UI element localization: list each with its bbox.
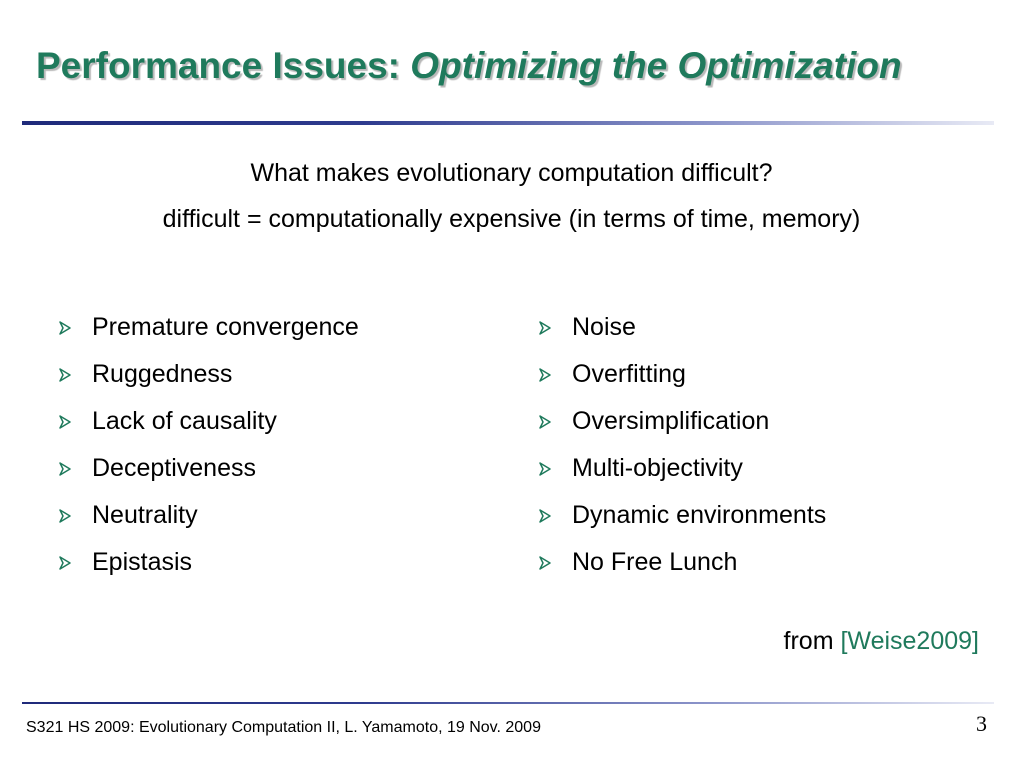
bullet-text: Ruggedness <box>92 360 233 388</box>
bullet-text: Lack of causality <box>92 407 277 435</box>
footer-divider <box>22 702 994 704</box>
bullet-text: Noise <box>572 313 636 341</box>
bullet-item: No Free Lunch <box>538 539 826 586</box>
bullet-text: Oversimplification <box>572 407 770 435</box>
bullet-item: Deceptiveness <box>58 445 359 492</box>
arrowhead-bullet-icon <box>58 555 80 570</box>
citation-reference-link[interactable]: [Weise2009] <box>840 627 979 655</box>
bullet-text: Overfitting <box>572 360 686 388</box>
bullet-text: Neutrality <box>92 501 198 529</box>
bullet-item: Noise <box>538 304 826 351</box>
subtitle-definition: difficult = computationally expensive (i… <box>162 205 861 233</box>
bullet-item: Overfitting <box>538 351 826 398</box>
arrowhead-bullet-icon <box>538 508 560 523</box>
footer-text: S321 HS 2009: Evolutionary Computation I… <box>26 719 541 736</box>
right-bullet-list: Noise Overfitting Oversimplification Mul… <box>538 304 826 586</box>
arrowhead-bullet-icon <box>538 367 560 382</box>
arrowhead-bullet-icon <box>538 320 560 335</box>
bullet-item: Multi-objectivity <box>538 445 826 492</box>
subtitle-question: What makes evolutionary computation diff… <box>250 159 773 187</box>
bullet-item: Ruggedness <box>58 351 359 398</box>
title-main: Performance Issues: <box>36 45 411 86</box>
bullet-text: Dynamic environments <box>572 501 827 529</box>
bullet-text: Deceptiveness <box>92 454 256 482</box>
bullet-item: Epistasis <box>58 539 359 586</box>
bullet-item: Lack of causality <box>58 398 359 445</box>
slide-title: Performance Issues: Optimizing the Optim… <box>36 44 1016 88</box>
bullet-text: Multi-objectivity <box>572 454 743 482</box>
title-italic: Optimizing the Optimization <box>410 45 902 86</box>
arrowhead-bullet-icon <box>58 414 80 429</box>
citation-prefix: from <box>783 627 841 655</box>
page-number: 3 <box>976 711 987 736</box>
bullet-text: No Free Lunch <box>572 548 738 576</box>
left-bullet-list: Premature convergence Ruggedness Lack of… <box>58 304 359 586</box>
arrowhead-bullet-icon <box>538 555 560 570</box>
arrowhead-bullet-icon <box>538 461 560 476</box>
arrowhead-bullet-icon <box>58 461 80 476</box>
bullet-item: Oversimplification <box>538 398 826 445</box>
bullet-text: Epistasis <box>92 548 193 576</box>
arrowhead-bullet-icon <box>58 320 80 335</box>
title-divider <box>22 121 994 125</box>
bullet-item: Dynamic environments <box>538 492 826 539</box>
bullet-item: Premature convergence <box>58 304 359 351</box>
bullet-text: Premature convergence <box>92 313 359 341</box>
arrowhead-bullet-icon <box>58 508 80 523</box>
arrowhead-bullet-icon <box>538 414 560 429</box>
citation: from [Weise2009] <box>784 626 979 656</box>
arrowhead-bullet-icon <box>58 367 80 382</box>
bullet-item: Neutrality <box>58 492 359 539</box>
